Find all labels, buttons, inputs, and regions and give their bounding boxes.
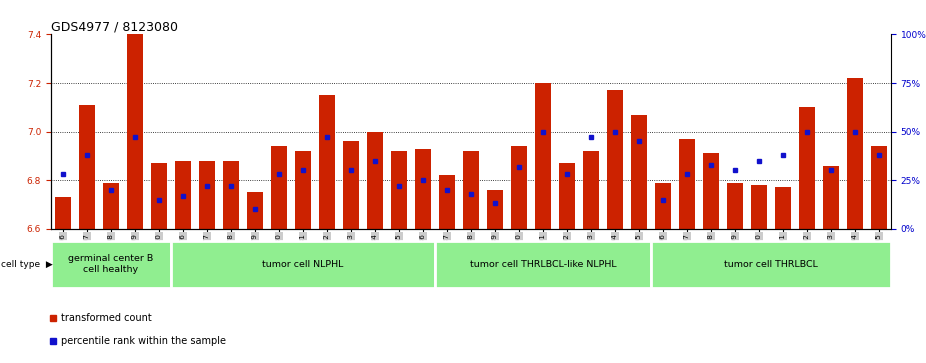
Bar: [151, 163, 167, 229]
Bar: [535, 83, 551, 229]
Bar: [559, 163, 575, 229]
Bar: [871, 146, 886, 229]
FancyBboxPatch shape: [51, 241, 171, 287]
Bar: [79, 105, 94, 229]
Text: tumor cell THRLBCL: tumor cell THRLBCL: [724, 260, 818, 269]
Bar: [655, 183, 670, 229]
Text: cell type  ▶: cell type ▶: [1, 260, 53, 269]
FancyBboxPatch shape: [171, 241, 435, 287]
Bar: [847, 78, 863, 229]
Bar: [511, 146, 527, 229]
Bar: [727, 183, 743, 229]
Text: percentile rank within the sample: percentile rank within the sample: [61, 336, 227, 346]
Text: germinal center B
cell healthy: germinal center B cell healthy: [69, 254, 154, 274]
Bar: [583, 151, 598, 229]
Bar: [463, 151, 479, 229]
Bar: [56, 197, 70, 229]
FancyBboxPatch shape: [435, 241, 651, 287]
Bar: [367, 132, 382, 229]
Bar: [823, 166, 839, 229]
Text: tumor cell NLPHL: tumor cell NLPHL: [262, 260, 344, 269]
Bar: [799, 107, 815, 229]
Bar: [631, 115, 646, 229]
FancyBboxPatch shape: [651, 241, 891, 287]
Bar: [391, 151, 407, 229]
Bar: [487, 190, 503, 229]
Bar: [319, 95, 334, 229]
Text: GDS4977 / 8123080: GDS4977 / 8123080: [51, 20, 178, 33]
Bar: [199, 161, 215, 229]
Bar: [751, 185, 767, 229]
Bar: [295, 151, 311, 229]
Bar: [127, 0, 143, 229]
Bar: [703, 154, 719, 229]
Bar: [223, 161, 239, 229]
Bar: [607, 90, 622, 229]
Text: tumor cell THRLBCL-like NLPHL: tumor cell THRLBCL-like NLPHL: [469, 260, 616, 269]
Bar: [175, 161, 191, 229]
Bar: [271, 146, 287, 229]
Text: transformed count: transformed count: [61, 313, 152, 323]
Bar: [247, 192, 263, 229]
Bar: [775, 187, 791, 229]
Bar: [415, 148, 431, 229]
Bar: [344, 141, 358, 229]
Bar: [679, 139, 694, 229]
Bar: [439, 175, 455, 229]
Bar: [103, 183, 119, 229]
